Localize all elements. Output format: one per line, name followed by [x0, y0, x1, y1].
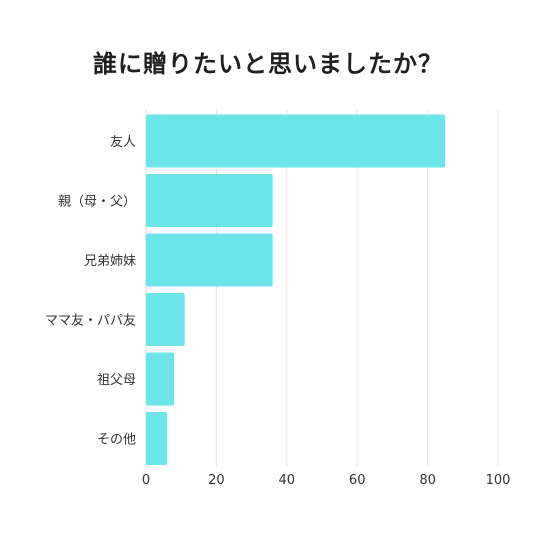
x-tick-label: 60 — [349, 473, 366, 488]
x-tick-label: 100 — [486, 473, 511, 488]
category-label: 友人 — [110, 134, 136, 150]
chart-title: 誰に贈りたいと思いましたか？ — [93, 50, 443, 78]
category-label: 祖父母 — [97, 373, 136, 388]
bar — [146, 174, 273, 227]
x-tick-label: 20 — [208, 473, 225, 488]
category-label: 親（母・父） — [58, 195, 136, 210]
bar — [146, 412, 168, 465]
bars — [146, 114, 446, 465]
x-tick-label: 80 — [419, 473, 436, 488]
bar — [146, 114, 446, 168]
x-tick-labels: 0 20 40 60 80 100 — [142, 473, 511, 488]
category-label: その他 — [97, 433, 136, 448]
grid-lines — [145, 110, 499, 466]
bar — [146, 233, 273, 287]
x-tick-label: 40 — [279, 473, 296, 488]
x-tick-label: 0 — [142, 473, 150, 488]
category-label: ママ友・パパ友 — [45, 313, 136, 329]
bar — [146, 352, 175, 406]
category-label: 兄弟姉妹 — [84, 254, 136, 269]
bar — [146, 293, 185, 346]
